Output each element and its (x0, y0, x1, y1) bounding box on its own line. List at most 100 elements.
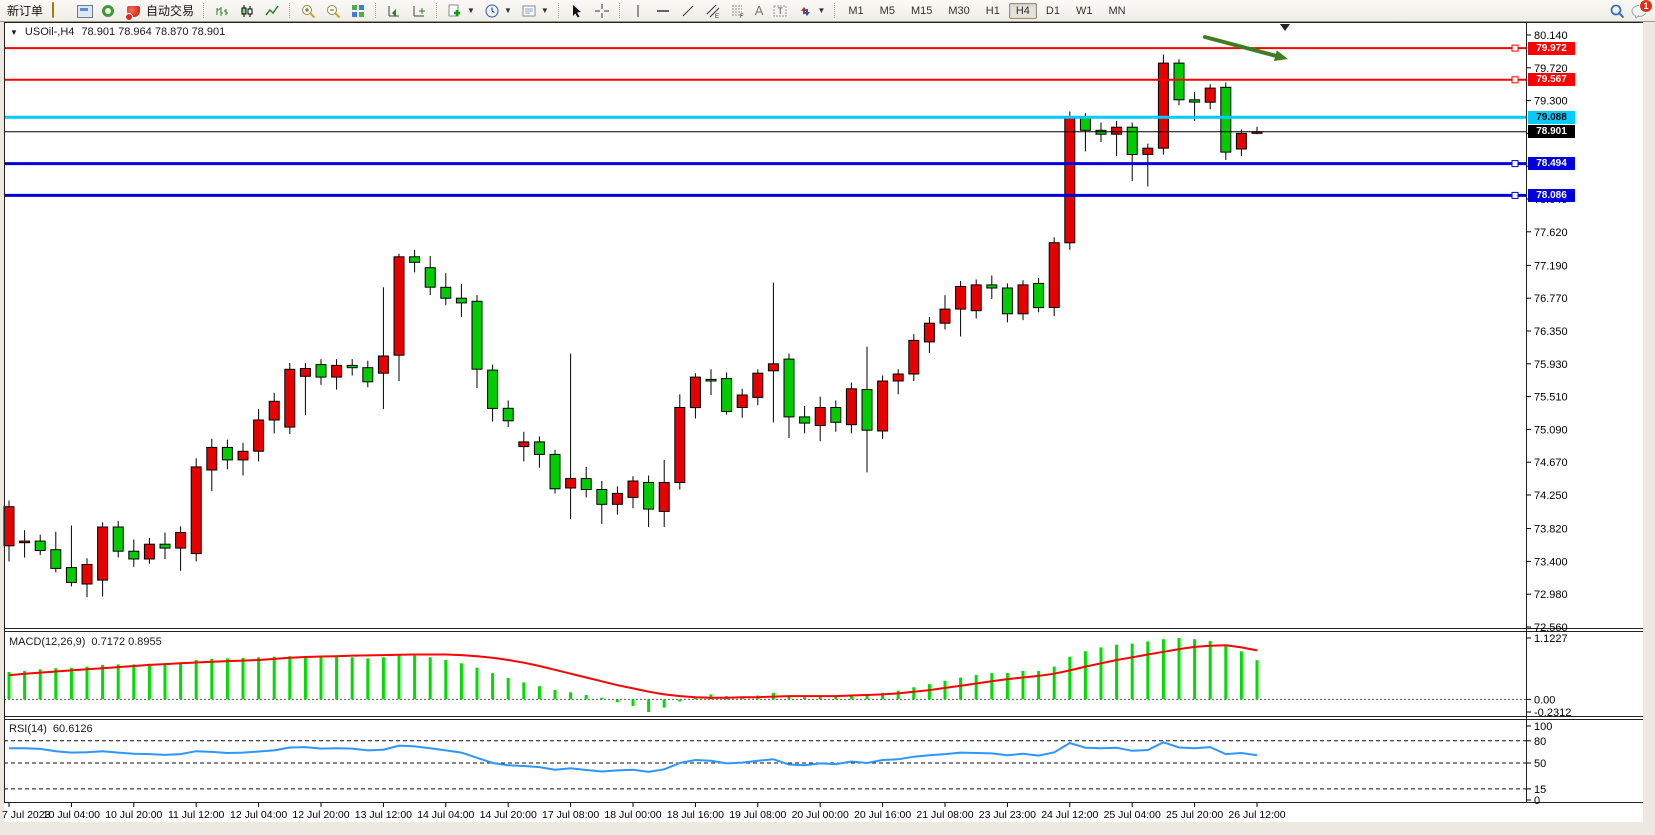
svg-text:10 Jul 20:00: 10 Jul 20:00 (105, 809, 162, 821)
navigator-button[interactable] (98, 1, 122, 21)
svg-text:23 Jul 23:00: 23 Jul 23:00 (979, 809, 1036, 821)
dropdown-caret-icon: ▼ (540, 6, 549, 15)
dropdown-caret-icon: ▼ (467, 6, 475, 15)
candlestick-icon (239, 3, 255, 19)
svg-text:10 Jul 04:00: 10 Jul 04:00 (43, 809, 100, 821)
line-chart-icon (264, 3, 280, 19)
svg-text:74.670: 74.670 (1534, 457, 1568, 469)
svg-text:77.190: 77.190 (1534, 260, 1568, 272)
svg-text:0: 0 (1534, 795, 1540, 807)
tf-button-M5[interactable]: M5 (879, 4, 895, 17)
text-button[interactable]: A (751, 1, 768, 21)
crosshair-button[interactable] (590, 1, 614, 21)
autotrading-button[interactable]: 自动交易 (123, 1, 198, 21)
trendline-button[interactable] (676, 1, 700, 21)
svg-text:12 Jul 20:00: 12 Jul 20:00 (292, 809, 349, 821)
market-watch-button[interactable] (73, 1, 97, 21)
tf-button-H1[interactable]: H1 (985, 4, 1000, 17)
text-label-button[interactable]: T (768, 1, 792, 21)
templates-button[interactable]: ▼ (517, 1, 553, 21)
cursor-icon (569, 3, 585, 19)
svg-text:12 Jul 04:00: 12 Jul 04:00 (230, 809, 287, 821)
notifications-button[interactable]: 1 (1631, 0, 1653, 19)
price-line-label-79.972: 79.972 (1528, 41, 1575, 55)
candlestick-button[interactable] (235, 1, 259, 21)
vertical-line-button[interactable] (626, 1, 650, 21)
trend-arrow-annotation[interactable] (1203, 35, 1288, 61)
separator (557, 3, 560, 18)
line-chart-button[interactable] (260, 1, 284, 21)
chart-canvas[interactable]: 80.14079.72079.30078.88078.46078.04077.6… (0, 22, 1655, 830)
fibonacci-button[interactable]: F (726, 1, 750, 21)
autotrading-icon (127, 5, 141, 17)
tf-button-D1[interactable]: D1 (1045, 4, 1060, 17)
search-icon[interactable] (1609, 3, 1625, 19)
autotrading-label: 自动交易 (146, 4, 195, 18)
separator (375, 3, 377, 18)
separator (436, 3, 438, 18)
chart-shift-marker (1280, 24, 1290, 31)
chart-window[interactable]: ▼ USOil-,H4 78.901 78.964 78.870 78.901 … (0, 22, 1655, 830)
dropdown-caret-icon: ▼ (503, 6, 512, 15)
price-line-label-79.088: 79.088 (1528, 110, 1575, 124)
svg-text:75.090: 75.090 (1534, 424, 1568, 436)
tf-button-W1[interactable]: W1 (1075, 4, 1093, 17)
svg-text:1.1227: 1.1227 (1534, 633, 1568, 645)
separator (289, 3, 291, 18)
trendline-icon (680, 3, 696, 19)
svg-text:79.720: 79.720 (1534, 63, 1568, 75)
candles[interactable] (3, 54, 1263, 598)
zoom-in-button[interactable] (296, 1, 320, 21)
tile-windows-button[interactable] (346, 1, 370, 21)
tile-windows-icon (350, 3, 366, 19)
horizontal-line-button[interactable] (651, 1, 675, 21)
text-label-icon: T (772, 3, 788, 19)
svg-text:100: 100 (1534, 721, 1552, 733)
rsi-label: RSI(14) 60.6126 (9, 723, 93, 735)
svg-text:19 Jul 08:00: 19 Jul 08:00 (729, 809, 786, 821)
zoom-out-button[interactable] (321, 1, 345, 21)
svg-text:14 Jul 04:00: 14 Jul 04:00 (417, 809, 474, 821)
svg-text:73.400: 73.400 (1534, 556, 1568, 568)
new-order-button[interactable]: 新订单 (3, 1, 47, 21)
templates-icon (521, 3, 537, 19)
tf-button-H4[interactable]: H4 (1008, 2, 1037, 19)
symbol-info[interactable]: ▼ USOil-,H4 78.901 78.964 78.870 78.901 (10, 26, 225, 40)
svg-text:25 Jul 20:00: 25 Jul 20:00 (1166, 809, 1223, 821)
market-watch-icon (77, 5, 94, 18)
svg-text:14 Jul 20:00: 14 Jul 20:00 (480, 809, 537, 821)
tf-button-M15[interactable]: M15 (910, 4, 933, 17)
svg-text:-0.2312: -0.2312 (1534, 707, 1571, 719)
macd-values: 0.7172 0.8955 (91, 636, 162, 648)
indicators-button[interactable]: ▼ (443, 1, 479, 21)
tf-button-M1[interactable]: M1 (848, 4, 864, 17)
horizontal-line-icon (655, 3, 671, 19)
channel-button[interactable]: E (701, 1, 725, 21)
svg-text:20 Jul 16:00: 20 Jul 16:00 (854, 809, 911, 821)
profiles-button[interactable] (48, 1, 72, 21)
zoom-out-icon (325, 3, 341, 19)
indicators-icon (447, 3, 463, 19)
svg-text:F: F (740, 14, 744, 19)
auto-scroll-button[interactable] (407, 1, 431, 21)
tf-button-M30[interactable]: M30 (948, 4, 970, 17)
svg-text:11 Jul 12:00: 11 Jul 12:00 (168, 809, 225, 821)
cursor-button[interactable] (565, 1, 589, 21)
macd-title: MACD(12,26,9) (9, 636, 86, 648)
price-line-label-78.494: 78.494 (1528, 157, 1575, 171)
bar-chart-button[interactable] (210, 1, 234, 21)
tf-button-MN[interactable]: MN (1108, 4, 1126, 17)
symbol-dropdown-icon[interactable]: ▼ (10, 28, 18, 37)
arrows-button[interactable]: ▼ (793, 1, 829, 21)
auto-scroll-icon (411, 3, 427, 19)
clock-icon (484, 3, 500, 19)
svg-text:72.980: 72.980 (1534, 589, 1568, 601)
svg-text:26 Jul 12:00: 26 Jul 12:00 (1228, 809, 1285, 821)
macd-label: MACD(12,26,9) 0.7172 0.8955 (9, 636, 162, 648)
svg-text:77.620: 77.620 (1534, 227, 1568, 239)
chart-shift-button[interactable] (382, 1, 406, 21)
svg-text:15: 15 (1534, 784, 1546, 796)
periods-button[interactable]: ▼ (480, 1, 516, 21)
macd-signal-line (8, 644, 1258, 699)
